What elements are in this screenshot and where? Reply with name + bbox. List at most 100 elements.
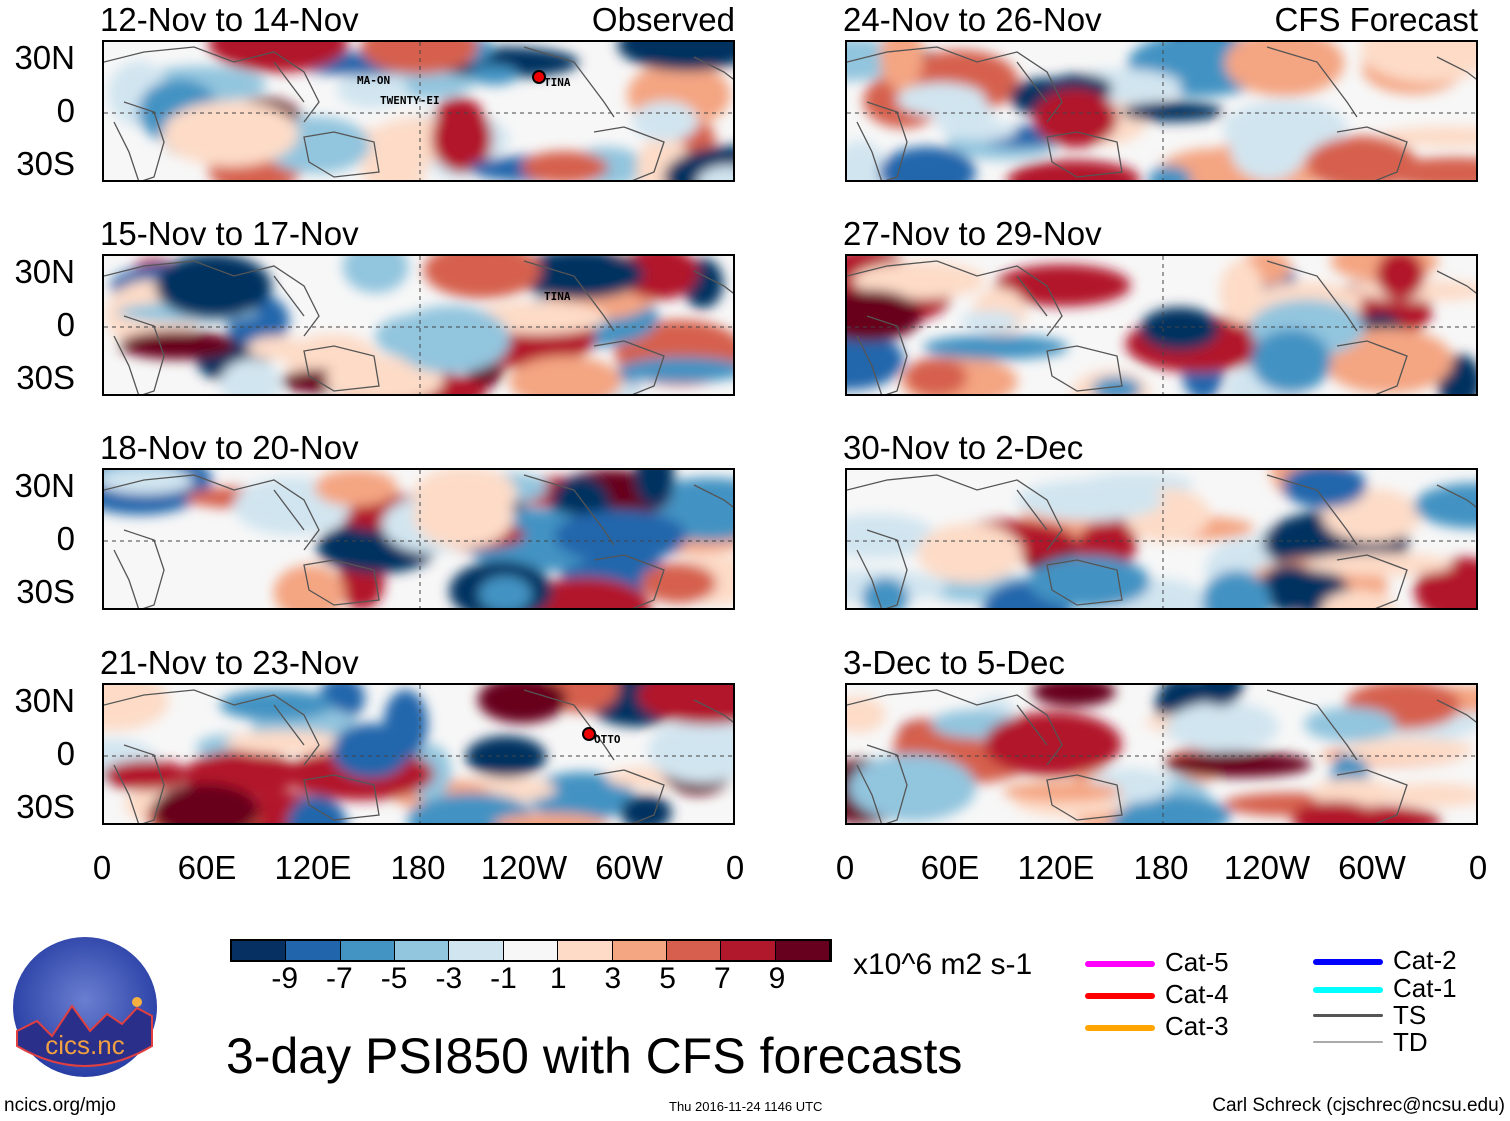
anomaly-blob	[1414, 482, 1476, 529]
colorbar-swatch	[340, 941, 396, 960]
anomaly-blob	[634, 470, 675, 508]
anomaly-blob	[1322, 327, 1454, 394]
anomaly-blob	[431, 104, 493, 173]
map-panel	[845, 683, 1478, 825]
map-panel	[845, 40, 1478, 182]
anomaly-blob	[904, 357, 968, 394]
anomaly-blob	[1344, 737, 1475, 763]
stream-function-field	[847, 470, 1476, 608]
anomaly-blob	[407, 792, 537, 823]
legend-line-td	[1313, 1041, 1383, 1043]
anomaly-blob	[1198, 685, 1243, 707]
x-tick-label: 0	[92, 849, 112, 886]
figure-title: 3-day PSI850 with CFS forecasts	[226, 1028, 963, 1084]
colorbar-tick-label: -1	[490, 962, 517, 995]
x-tick-label: 0	[1468, 849, 1488, 886]
anomaly-blob	[477, 685, 567, 724]
footer-url[interactable]: ncics.org/mjo	[4, 1095, 116, 1116]
legend-label: TS	[1393, 1000, 1427, 1030]
x-tick-label: 0	[835, 849, 855, 886]
anomaly-blob	[1007, 159, 1141, 180]
legend-label: Cat-5	[1165, 947, 1229, 977]
anomaly-blob	[1229, 112, 1308, 180]
y-tick-label: 30S	[16, 788, 75, 825]
anomaly-blob	[632, 101, 699, 142]
anomaly-blob	[1202, 570, 1271, 608]
x-tick-label: 60E	[920, 849, 980, 886]
map-panel	[102, 40, 735, 182]
panel-title: 3-Dec to 5-Dec	[843, 644, 1065, 681]
anomaly-blob	[360, 42, 478, 75]
anomaly-blob	[880, 42, 924, 91]
x-tick-label: 180	[1133, 849, 1189, 886]
anomaly-blob	[1303, 706, 1397, 742]
stream-function-field	[104, 42, 733, 180]
colorbar-tick-label: 9	[768, 962, 786, 995]
anomaly-blob	[527, 771, 635, 821]
anomaly-blob	[391, 305, 511, 374]
anomaly-blob	[852, 261, 986, 300]
anomaly-blob	[619, 357, 733, 383]
y-tick-label: 30N	[14, 39, 75, 76]
anomaly-blob	[983, 711, 1122, 777]
anomaly-blob	[104, 685, 170, 732]
storm-marker-icon	[532, 70, 546, 84]
anomaly-blob	[1033, 89, 1118, 148]
stream-function-field	[847, 42, 1476, 180]
panel-title: 24-Nov to 26-Nov	[843, 1, 1102, 38]
panel-tag: Observed	[591, 1, 735, 38]
colorbar-swatch	[395, 941, 450, 960]
anomaly-blob	[220, 358, 281, 394]
anomaly-blob	[648, 718, 733, 784]
x-tick-label: 60W	[1338, 849, 1406, 886]
legend-label: Cat-3	[1165, 1011, 1229, 1041]
anomaly-blob	[641, 563, 717, 604]
legend-label: Cat-2	[1393, 945, 1457, 975]
y-tick-label: 0	[56, 735, 75, 772]
x-tick-label: 60E	[177, 849, 237, 886]
stream-function-field	[847, 256, 1476, 394]
anomaly-blob	[1164, 751, 1312, 778]
anomaly-blob	[104, 759, 191, 791]
colorbar-tick-label: 7	[713, 962, 731, 995]
anomaly-blob	[847, 289, 922, 342]
coastlines	[847, 689, 1476, 823]
colorbar-tick-label: 3	[604, 962, 622, 995]
x-tick-label: 0	[725, 849, 745, 886]
storm-marker-icon	[582, 727, 596, 741]
legend-line-cat-5	[1085, 961, 1155, 967]
anomaly-blob	[465, 735, 547, 778]
anomaly-blob	[1380, 783, 1476, 808]
anomaly-blob	[155, 256, 272, 319]
map-panel	[845, 468, 1478, 610]
anomaly-blob	[1306, 136, 1417, 180]
colorbar-swatch	[286, 941, 341, 960]
anomaly-blob	[1028, 555, 1151, 608]
anomaly-blob	[1291, 801, 1379, 823]
anomaly-blob	[521, 151, 608, 180]
coastlines	[104, 260, 733, 394]
colorbar-swatch	[232, 941, 287, 960]
legend-label: TD	[1393, 1027, 1428, 1057]
legend-line-cat-1	[1313, 987, 1383, 993]
anomaly-blob	[1305, 552, 1454, 576]
y-tick-label: 30S	[16, 145, 75, 182]
stream-function-field	[104, 685, 733, 823]
anomaly-blob	[219, 689, 333, 721]
stream-function-field	[104, 470, 733, 608]
anomaly-blob	[1282, 470, 1367, 509]
anomaly-blob	[637, 685, 733, 725]
colorbar-tick-label: -3	[435, 962, 463, 995]
coastlines	[847, 260, 1476, 394]
panel-title: 18-Nov to 20-Nov	[100, 429, 359, 466]
coastlines	[104, 46, 733, 180]
anomaly-blob	[554, 509, 688, 563]
anomaly-blob	[847, 140, 888, 180]
map-panel	[102, 468, 735, 610]
storm-label: MA-ON	[357, 74, 391, 87]
anomaly-blob	[508, 355, 623, 394]
panel-title: 12-Nov to 14-Nov	[100, 1, 359, 38]
coastlines	[104, 689, 733, 823]
storm-label: OTTO	[594, 733, 621, 746]
anomaly-blob	[1360, 42, 1476, 83]
